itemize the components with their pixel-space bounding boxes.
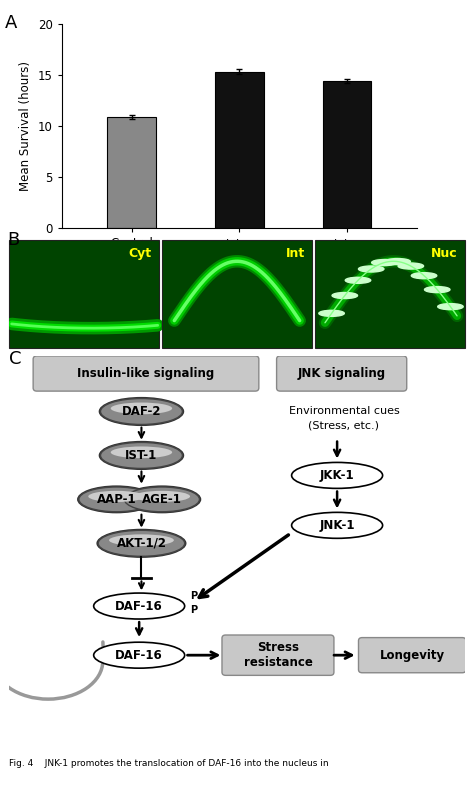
Ellipse shape — [100, 443, 182, 468]
Text: AKT-1/2: AKT-1/2 — [117, 537, 166, 550]
Ellipse shape — [79, 487, 154, 511]
Circle shape — [411, 272, 437, 279]
Circle shape — [332, 292, 357, 299]
Ellipse shape — [96, 529, 186, 558]
Circle shape — [345, 277, 371, 284]
Ellipse shape — [94, 593, 185, 619]
Text: JKK-1: JKK-1 — [320, 469, 355, 482]
Ellipse shape — [134, 491, 190, 502]
Text: DAF-2: DAF-2 — [122, 405, 161, 418]
Circle shape — [385, 259, 410, 264]
Bar — [323, 81, 371, 228]
Ellipse shape — [99, 397, 184, 426]
Ellipse shape — [292, 512, 383, 539]
FancyBboxPatch shape — [9, 240, 159, 348]
FancyBboxPatch shape — [33, 356, 259, 391]
FancyBboxPatch shape — [277, 356, 407, 391]
Text: P: P — [190, 591, 197, 601]
Circle shape — [438, 304, 463, 310]
Circle shape — [425, 287, 450, 292]
Text: Longevity: Longevity — [380, 649, 445, 662]
Ellipse shape — [77, 485, 156, 513]
Circle shape — [398, 263, 424, 269]
Text: C: C — [9, 349, 21, 368]
FancyBboxPatch shape — [315, 240, 465, 348]
Circle shape — [358, 266, 384, 272]
Bar — [108, 117, 156, 228]
Text: P: P — [190, 606, 197, 615]
Text: JNK-1: JNK-1 — [319, 519, 355, 532]
Y-axis label: Mean Survival (hours): Mean Survival (hours) — [19, 61, 32, 191]
Text: B: B — [7, 231, 19, 249]
Text: Environmental cues: Environmental cues — [289, 406, 399, 415]
Text: DAF-16: DAF-16 — [115, 649, 163, 662]
Text: Insulin-like signaling: Insulin-like signaling — [77, 367, 215, 380]
Ellipse shape — [98, 531, 185, 556]
Bar — [215, 72, 264, 228]
FancyBboxPatch shape — [222, 635, 334, 675]
Text: JNK signaling: JNK signaling — [298, 367, 386, 380]
Text: (Stress, etc.): (Stress, etc.) — [309, 420, 379, 431]
Ellipse shape — [124, 487, 200, 511]
Ellipse shape — [292, 463, 383, 488]
Ellipse shape — [99, 441, 184, 470]
Text: AGE-1: AGE-1 — [142, 493, 182, 506]
Text: Nuc: Nuc — [431, 247, 458, 260]
Text: A: A — [5, 14, 17, 32]
Ellipse shape — [123, 485, 201, 513]
Text: DAF-16: DAF-16 — [115, 599, 163, 613]
Text: IST-1: IST-1 — [125, 449, 157, 462]
FancyBboxPatch shape — [163, 240, 311, 348]
Ellipse shape — [111, 403, 172, 414]
Text: Stress
resistance: Stress resistance — [244, 641, 312, 670]
Ellipse shape — [94, 642, 185, 668]
Text: Int: Int — [285, 247, 305, 260]
Text: Fig. 4    JNK-1 promotes the translocation of DAF-16 into the nucleus in: Fig. 4 JNK-1 promotes the translocation … — [9, 759, 329, 768]
Ellipse shape — [109, 535, 174, 546]
Circle shape — [319, 310, 344, 316]
Ellipse shape — [100, 399, 182, 424]
FancyBboxPatch shape — [358, 638, 466, 673]
Circle shape — [372, 260, 397, 265]
Ellipse shape — [88, 491, 145, 502]
Text: AAP-1: AAP-1 — [97, 493, 136, 506]
Ellipse shape — [111, 447, 172, 458]
Text: Cyt: Cyt — [129, 247, 152, 260]
